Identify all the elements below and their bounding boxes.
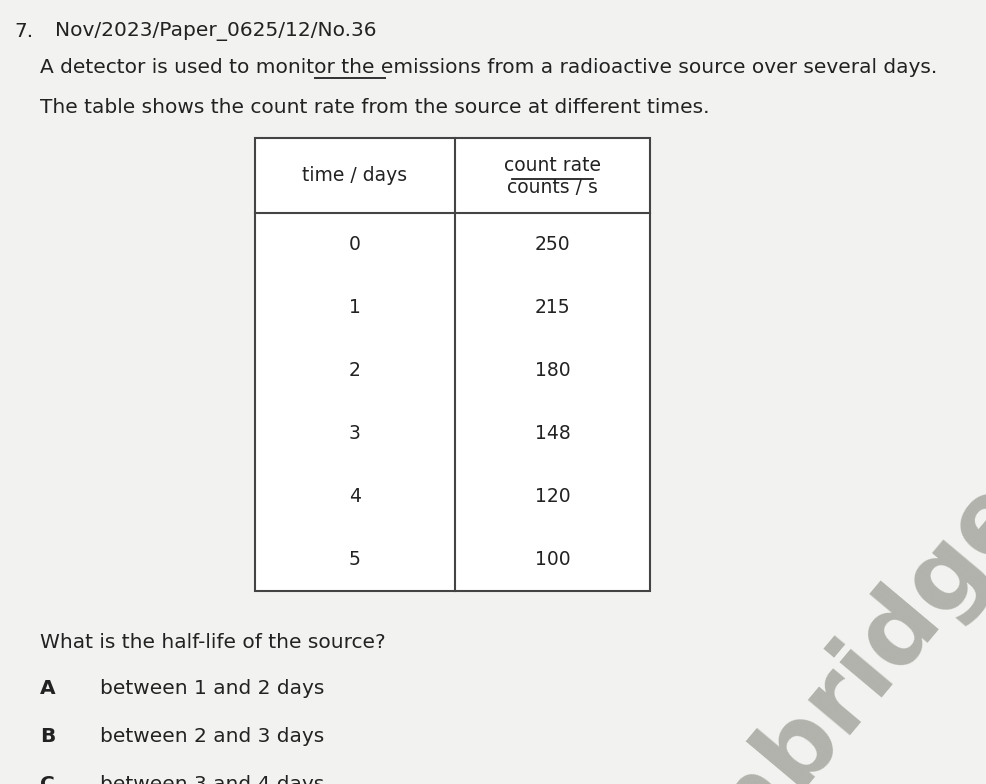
Text: A detector is used to monitor the emissions from a radioactive source over sever: A detector is used to monitor the emissi… [40, 58, 938, 77]
Text: 3: 3 [349, 424, 361, 443]
Text: 0: 0 [349, 235, 361, 254]
Text: between 1 and 2 days: between 1 and 2 days [100, 679, 324, 698]
Text: 180: 180 [534, 361, 570, 380]
Text: 5: 5 [349, 550, 361, 569]
Text: 7.: 7. [14, 22, 34, 41]
Text: C: C [40, 775, 55, 784]
Text: 148: 148 [534, 424, 570, 443]
Text: 250: 250 [534, 235, 570, 254]
Text: A: A [40, 679, 55, 698]
Text: Nov/2023/Paper_0625/12/No.36: Nov/2023/Paper_0625/12/No.36 [55, 22, 377, 41]
Text: count rate: count rate [504, 156, 601, 175]
Text: 120: 120 [534, 487, 570, 506]
Text: 215: 215 [534, 298, 570, 317]
Text: between 3 and 4 days: between 3 and 4 days [100, 775, 324, 784]
Bar [255, 138, 650, 591]
Text: ambridge: ambridge [630, 463, 986, 784]
Text: time / days: time / days [303, 166, 407, 185]
Text: counts / s: counts / s [507, 178, 598, 197]
Text: What is the half-life of the source?: What is the half-life of the source? [40, 633, 386, 652]
Text: 1: 1 [349, 298, 361, 317]
Text: 4: 4 [349, 487, 361, 506]
Text: B: B [40, 727, 55, 746]
Text: 2: 2 [349, 361, 361, 380]
Text: between 2 and 3 days: between 2 and 3 days [100, 727, 324, 746]
Text: 100: 100 [534, 550, 570, 569]
Text: The table shows the count rate from the source at different times.: The table shows the count rate from the … [40, 98, 710, 117]
